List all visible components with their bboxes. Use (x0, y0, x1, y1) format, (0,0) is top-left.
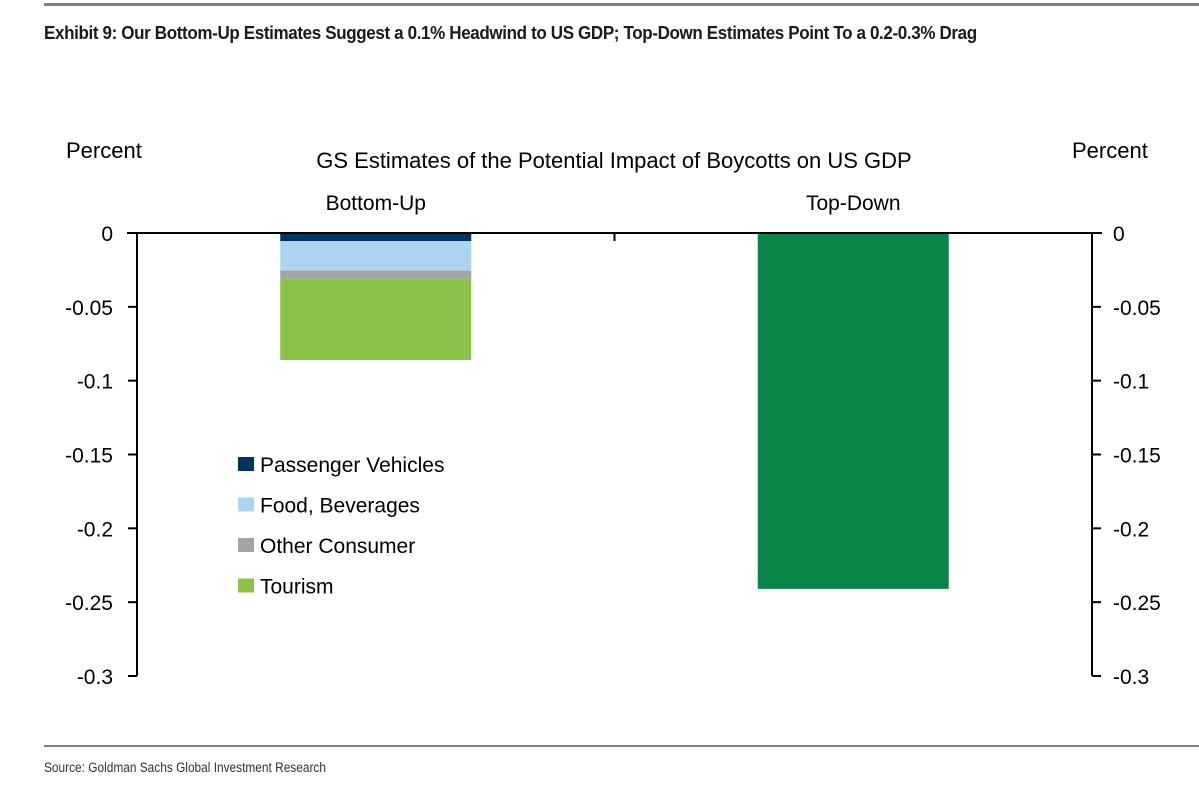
bar-bottom-up-other-consumer (280, 270, 472, 279)
y-tick-label-right: -0.25 (1113, 592, 1161, 615)
y-axis-label-left: Percent (66, 138, 142, 163)
top-rule (44, 3, 1199, 6)
y-tick-label-right: -0.3 (1113, 666, 1149, 689)
exhibit-title: Exhibit 9: Our Bottom-Up Estimates Sugge… (44, 22, 977, 43)
y-tick-label-right: 0 (1113, 223, 1125, 246)
bar-bottom-up-food-beverages (280, 241, 472, 271)
bar-bottom-up-passenger-vehicles (280, 233, 472, 242)
bar-bottom-up-tourism (280, 278, 472, 360)
bar-top-down-top-down (757, 233, 949, 589)
legend-swatch (238, 578, 254, 593)
y-tick-label-right: -0.15 (1113, 445, 1161, 468)
y-tick-label-left: -0.2 (77, 518, 113, 541)
y-tick-label-left: -0.3 (77, 666, 113, 689)
source-note: Source: Goldman Sachs Global Investment … (44, 760, 326, 775)
legend-label: Food, Beverages (260, 495, 420, 518)
y-tick-label-left: -0.25 (65, 592, 113, 615)
legend-swatch (238, 538, 254, 552)
legend-label: Tourism (260, 576, 334, 599)
y-tick-label-left: -0.05 (65, 297, 113, 320)
category-label: Bottom-Up (326, 192, 426, 215)
y-axis-label-right: Percent (1072, 138, 1148, 163)
y-tick-label-right: -0.2 (1113, 518, 1149, 541)
legend-swatch (238, 457, 254, 471)
chart-title: GS Estimates of the Potential Impact of … (316, 148, 911, 173)
y-tick-label-left: -0.1 (77, 371, 113, 394)
legend-label: Other Consumer (260, 535, 415, 558)
category-label: Top-Down (806, 192, 901, 215)
y-tick-label-right: -0.05 (1113, 297, 1161, 320)
legend-label: Passenger Vehicles (260, 454, 444, 477)
bottom-rule (44, 745, 1199, 747)
y-tick-label-left: 0 (101, 223, 113, 246)
y-tick-label-right: -0.1 (1113, 371, 1149, 394)
y-tick-label-left: -0.15 (65, 445, 113, 468)
legend-swatch (238, 497, 254, 512)
